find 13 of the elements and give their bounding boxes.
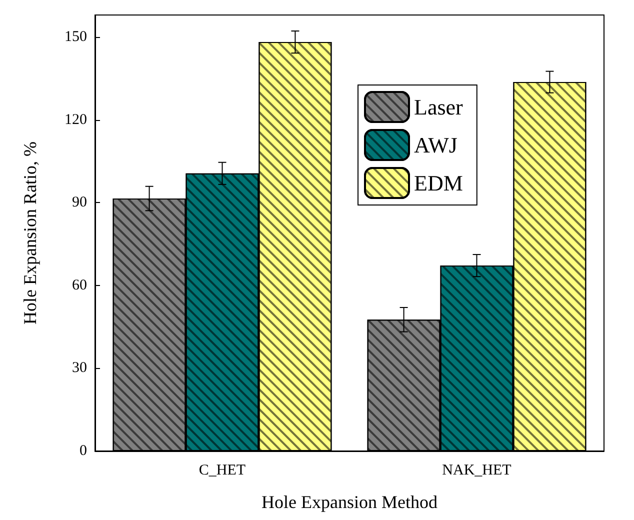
x-tick-label: C_HET xyxy=(198,462,246,478)
y-tick-label: 0 xyxy=(80,443,87,459)
legend-label: EDM xyxy=(414,170,463,196)
legend-label: Laser xyxy=(414,94,464,120)
y-tick-label: 30 xyxy=(72,360,87,376)
legend-label: AWJ xyxy=(414,132,458,158)
y-tick-label: 150 xyxy=(64,29,87,46)
y-axis-title: Hole Expansion Ratio, % xyxy=(20,142,40,324)
y-tick-label: 90 xyxy=(72,194,87,211)
y-tick-label: 120 xyxy=(64,112,87,128)
y-tick-label: 60 xyxy=(72,277,87,294)
x-tick-label: NAK_HET xyxy=(442,462,512,478)
x-axis-title: Hole Expansion Method xyxy=(262,492,438,512)
